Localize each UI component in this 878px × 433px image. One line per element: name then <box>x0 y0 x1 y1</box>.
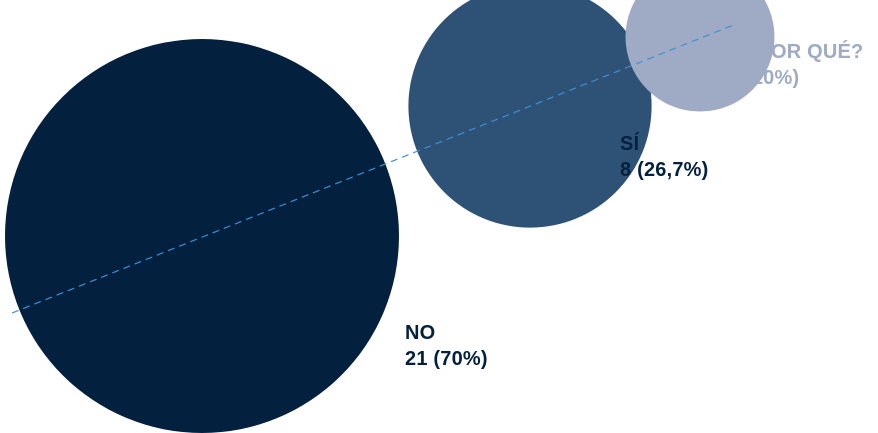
label-no-category: NO <box>405 322 436 344</box>
bubble-porque <box>625 0 775 112</box>
bubble-no <box>5 39 399 433</box>
label-porque-category: ¿POR QUÉ? <box>745 41 864 63</box>
label-si-value: 8 (26,7%) <box>620 159 709 181</box>
label-porque: ¿POR QUÉ? (10%) <box>745 39 863 91</box>
label-porque-value: (10%) <box>745 67 800 89</box>
label-si-category: SÍ <box>620 133 640 155</box>
bubbles-layer <box>5 0 775 433</box>
label-no-value: 21 (70%) <box>405 348 488 370</box>
trend-line <box>11 23 737 314</box>
label-no: NO 21 (70%) <box>405 320 488 372</box>
bubble-si <box>408 0 652 228</box>
label-si: SÍ 8 (26,7%) <box>620 131 709 183</box>
